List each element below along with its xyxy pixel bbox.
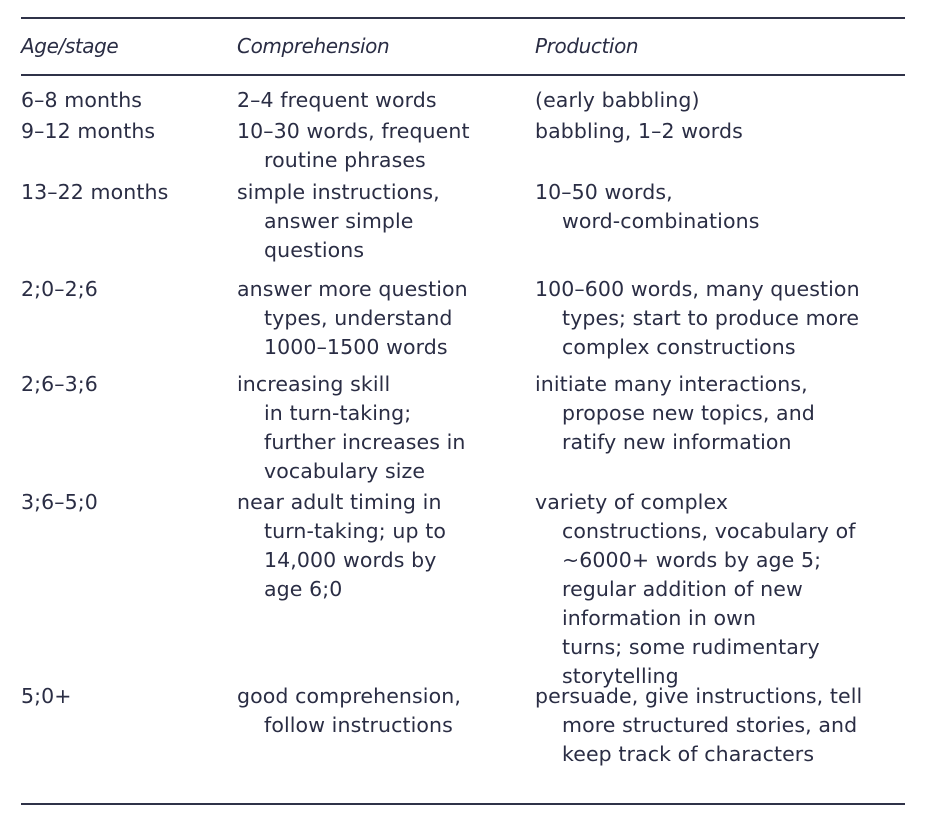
cell-line: storytelling [562,664,679,688]
cell-line: constructions, vocabulary of [562,519,856,543]
age-cell: 2;0–2;6 [21,275,226,304]
cell-line: (early babbling) [535,88,700,112]
production-cell: babbling, 1–2 words [535,117,905,146]
comprehension-cell: simple instructions, answer simple questio… [237,178,527,265]
cell-line: regular addition of new [562,577,803,601]
cell-line: types; start to produce more [562,306,860,330]
header-production: Production [535,34,639,58]
cell-line: 2;6–3;6 [21,372,98,396]
cell-line: increasing skill [237,372,391,396]
age-cell: 3;6–5;0 [21,488,226,517]
cell-line: near adult timing in [237,490,442,514]
cell-line: good comprehension, [237,684,461,708]
cell-line: routine phrases [264,148,426,172]
cell-line: keep track of characters [562,742,815,766]
comprehension-cell: answer more question types, understand 100… [237,275,527,362]
comprehension-cell: 2–4 frequent words [237,86,527,115]
age-cell: 9–12 months [21,117,226,146]
cell-line: turn-taking; up to [264,519,446,543]
production-cell: variety of complex constructions, vocabul… [535,488,905,691]
comprehension-cell: good comprehension, follow instructions [237,682,527,740]
cell-line: 13–22 months [21,180,169,204]
cell-line: initiate many interactions, [535,372,808,396]
cell-line: questions [264,238,365,262]
cell-line: 10–50 words, [535,180,673,204]
production-cell: 100–600 words, many question types; start… [535,275,905,362]
cell-line: ratify new information [562,430,792,454]
table-top-rule [21,17,905,19]
cell-line: vocabulary size [264,459,426,483]
comprehension-cell: near adult timing in turn-taking; up to 14… [237,488,527,604]
cell-line: 100–600 words, many question [535,277,860,301]
header-age-stage: Age/stage [21,34,119,58]
cell-line: 2–4 frequent words [237,88,437,112]
cell-line: 10–30 words, frequent [237,119,470,143]
age-cell: 6–8 months [21,86,226,115]
table-header-rule [21,74,905,76]
age-cell: 5;0+ [21,682,226,711]
comprehension-cell: increasing skill in turn-taking; further i… [237,370,527,486]
cell-line: 3;6–5;0 [21,490,98,514]
cell-line: variety of complex [535,490,729,514]
cell-line: types, understand [264,306,453,330]
cell-line: 9–12 months [21,119,156,143]
cell-line: information in own [562,606,757,630]
comprehension-cell: 10–30 words, frequent routine phrases [237,117,527,175]
age-cell: 2;6–3;6 [21,370,226,399]
cell-line: babbling, 1–2 words [535,119,743,143]
production-cell: persuade, give instructions, tell more st… [535,682,905,769]
cell-line: propose new topics, and [562,401,815,425]
cell-line: simple instructions, [237,180,440,204]
cell-line: ~6000+ words by age 5; [562,548,822,572]
cell-line: persuade, give instructions, tell [535,684,863,708]
cell-line: answer simple [264,209,414,233]
header-comprehension: Comprehension [237,34,390,58]
production-cell: (early babbling) [535,86,905,115]
table-header-row: Age/stage Comprehension Production [0,28,928,68]
cell-line: age 6;0 [264,577,343,601]
cell-line: 6–8 months [21,88,143,112]
cell-line: word-combinations [562,209,760,233]
table-bottom-rule [21,803,905,805]
cell-line: 1000–1500 words [264,335,448,359]
cell-line: 14,000 words by [264,548,437,572]
cell-line: complex constructions [562,335,796,359]
cell-line: follow instructions [264,713,453,737]
production-cell: 10–50 words, word-combinations [535,178,905,236]
cell-line: 5;0+ [21,684,72,708]
cell-line: 2;0–2;6 [21,277,98,301]
cell-line: answer more question [237,277,468,301]
cell-line: turns; some rudimentary [562,635,820,659]
production-cell: initiate many interactions, propose new t… [535,370,905,457]
cell-line: further increases in [264,430,466,454]
age-cell: 13–22 months [21,178,226,207]
cell-line: in turn-taking; [264,401,412,425]
cell-line: more structured stories, and [562,713,858,737]
